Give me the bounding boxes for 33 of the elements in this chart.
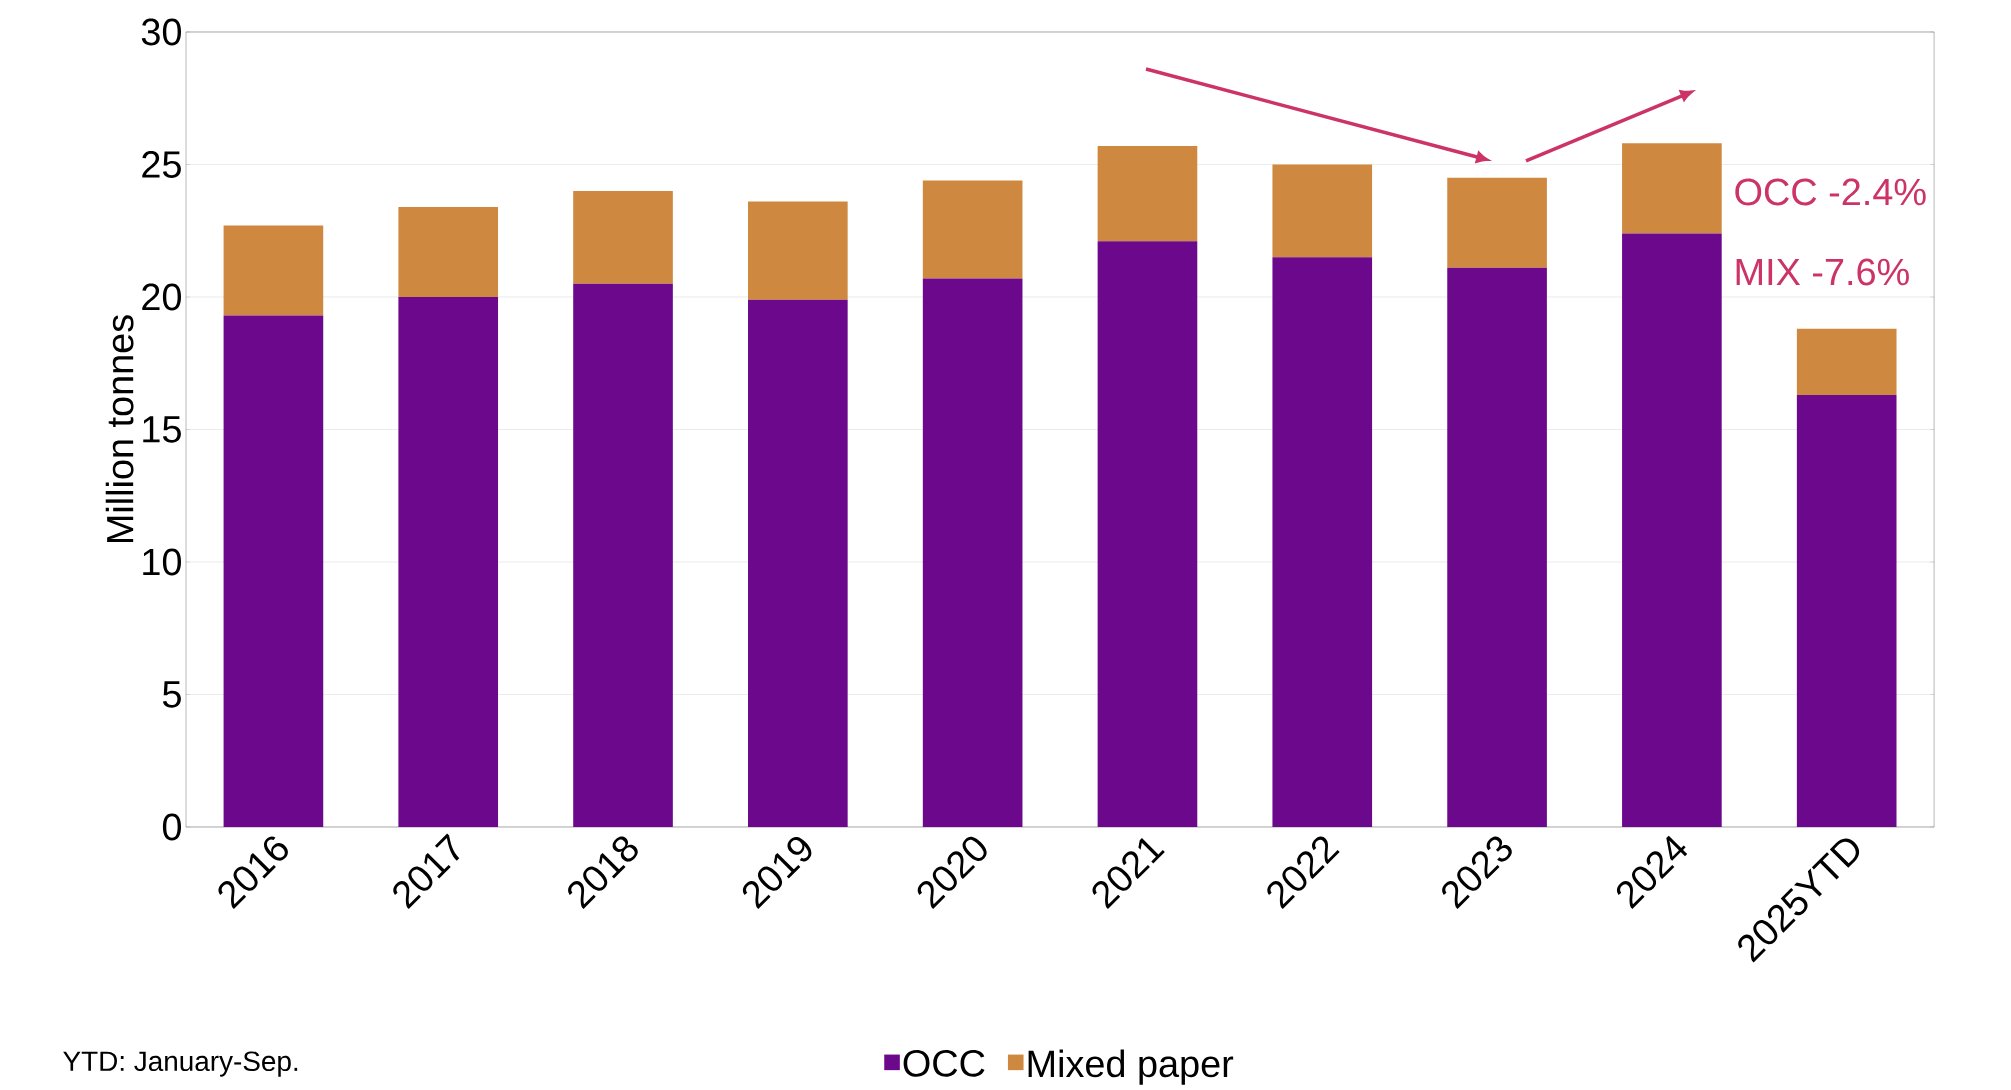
bar: [398, 206, 499, 297]
bar: [1272, 257, 1373, 827]
bar: [1796, 328, 1897, 396]
bar: [1622, 233, 1722, 827]
legend-label: OCC: [903, 1049, 985, 1077]
annotation: OCC -2.4%: [1735, 178, 1926, 206]
bar: [1622, 143, 1722, 234]
y-tick-label: 25: [142, 151, 181, 178]
y-tick-label: 30: [141, 18, 181, 46]
bar: [398, 296, 499, 827]
bar: [922, 180, 1023, 279]
bar: [1447, 267, 1547, 827]
annotation: MIX -7.6%: [1736, 258, 1909, 286]
y-tick-label: 10: [143, 548, 181, 576]
bar: [1097, 145, 1198, 242]
bar: [1272, 164, 1373, 258]
bar: [573, 283, 673, 827]
y-tick-label: 0: [162, 813, 182, 841]
bar: [223, 225, 324, 316]
bar: [573, 190, 673, 284]
bar: [748, 299, 848, 827]
legend-label: Mixed paper: [1028, 1049, 1234, 1085]
bar: [223, 315, 324, 827]
bar: [1097, 241, 1198, 827]
y-tick-label: 5: [162, 681, 181, 708]
y-tick-label: 15: [143, 416, 181, 443]
bar: [1447, 177, 1547, 268]
bar: [922, 278, 1023, 827]
bar: [1796, 395, 1897, 827]
y-tick-label: 20: [142, 283, 181, 311]
text: YTD: January-Sep.: [63, 1051, 298, 1077]
y-axis-title: Million tonnes: [105, 315, 134, 543]
bar: [748, 201, 848, 300]
